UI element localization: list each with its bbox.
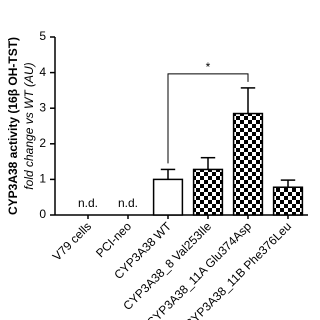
y-tick-label: 4 xyxy=(39,65,46,79)
y-axis-sublabel: fold change vs WT (AU) xyxy=(22,62,36,189)
bar xyxy=(152,178,184,216)
y-tick-label: 1 xyxy=(39,172,46,186)
y-tick-label: 3 xyxy=(39,100,46,114)
y-tick-label: 0 xyxy=(39,207,46,221)
value-label: n.d. xyxy=(118,196,138,210)
bar xyxy=(272,186,304,216)
y-tick-label: 5 xyxy=(39,29,46,43)
significance-bracket xyxy=(167,73,249,164)
x-tick-label: V79 cells xyxy=(50,219,94,263)
bar xyxy=(232,112,264,216)
y-axis-label: CYP3A38 activity (16β OH-TST) xyxy=(6,37,20,215)
y-tick-label: 2 xyxy=(39,136,46,150)
value-label: n.d. xyxy=(78,196,98,210)
significance-label: * xyxy=(206,60,211,74)
bar xyxy=(192,168,224,216)
